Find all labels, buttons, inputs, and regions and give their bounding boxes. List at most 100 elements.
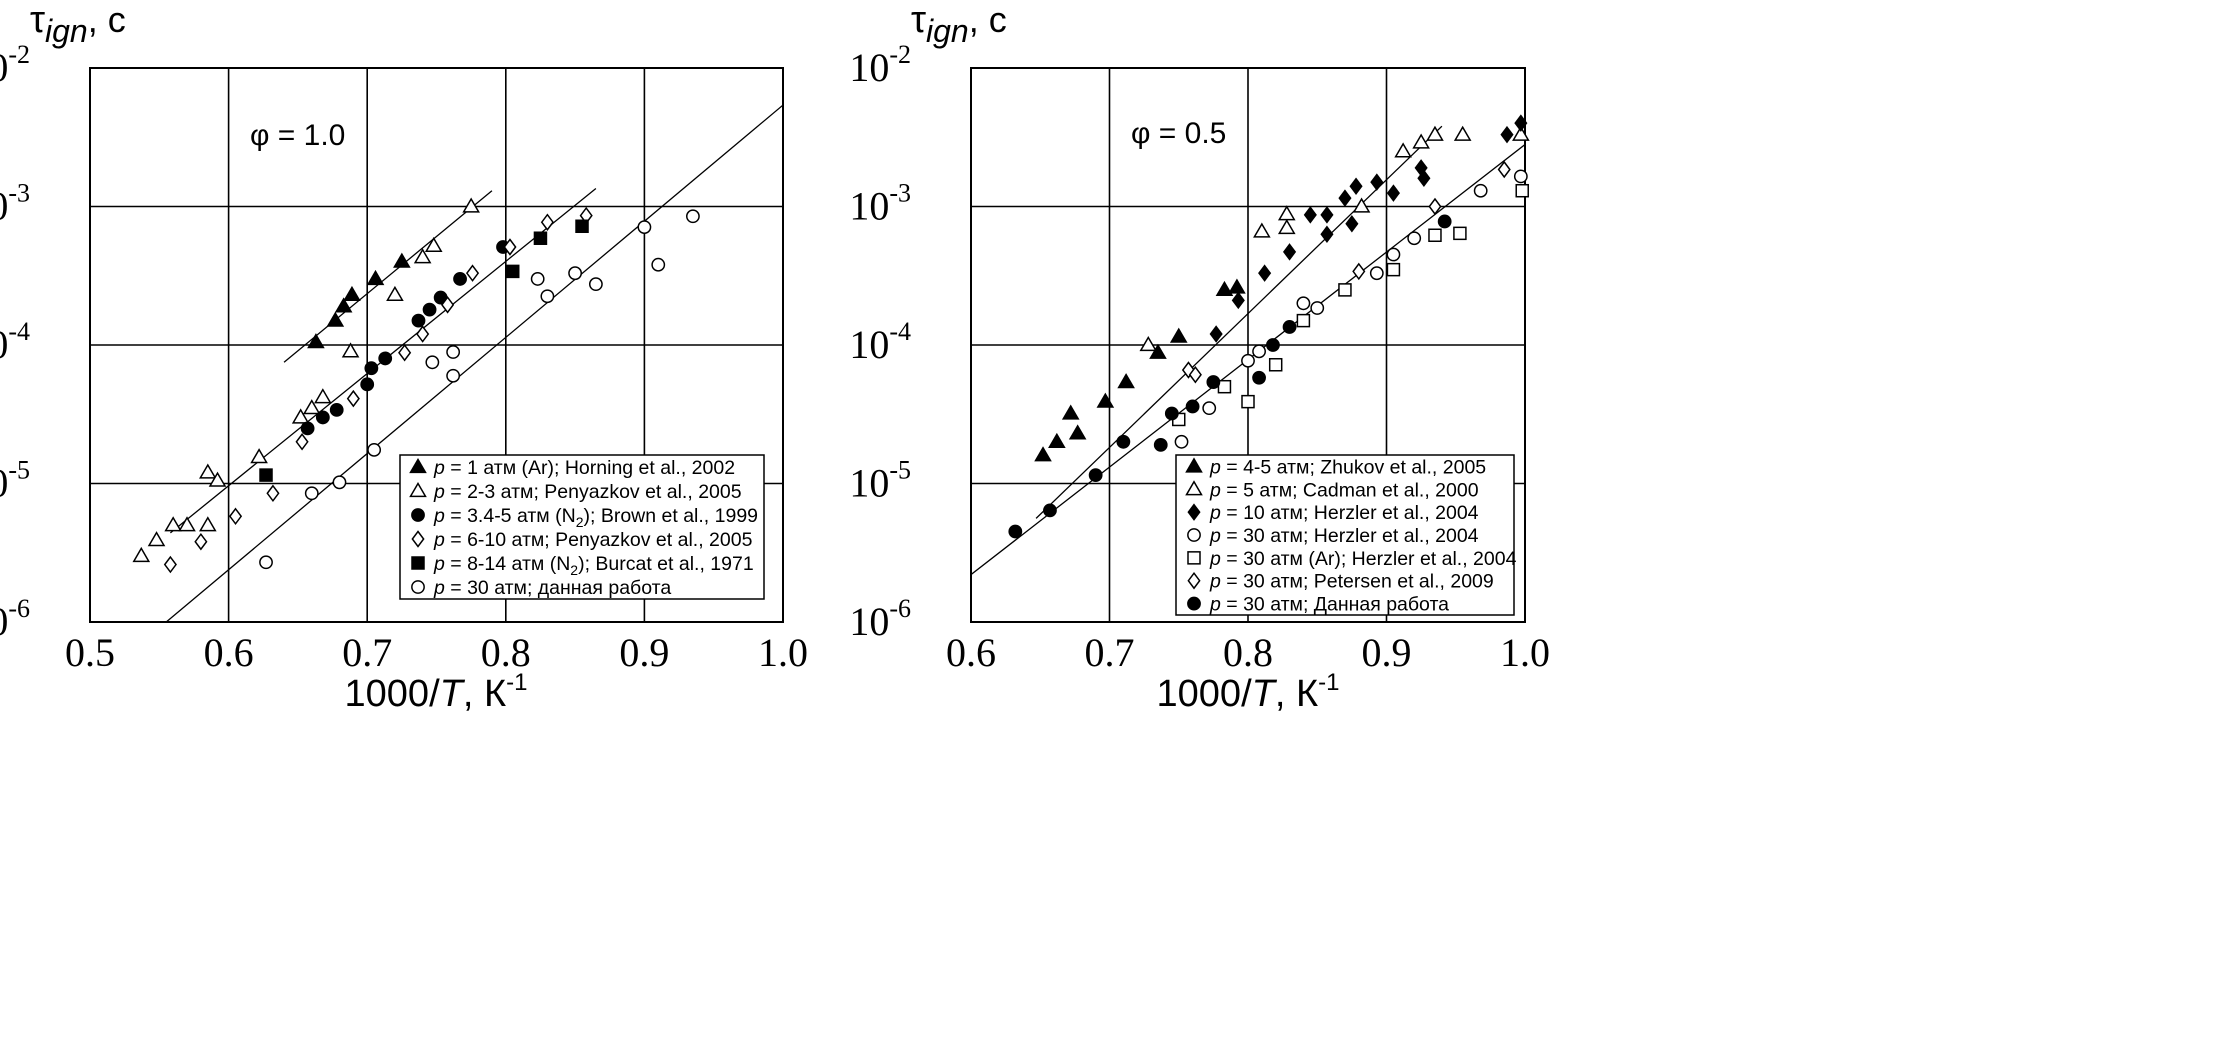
legend-box: [399, 454, 765, 600]
legend-marker: [1185, 480, 1203, 496]
data-point: [1428, 228, 1442, 243]
data-point: [1320, 225, 1334, 244]
phi-annotation: φ = 1.0: [250, 119, 345, 152]
data-point: [164, 516, 182, 532]
series-triangle-filled: [307, 252, 411, 349]
legend-marker: [1187, 551, 1201, 565]
data-point: [393, 252, 411, 268]
y-tick-label: 10-6: [849, 594, 911, 644]
legend-marker: [1187, 571, 1201, 590]
data-point: [425, 355, 440, 370]
data-point: [1349, 177, 1363, 196]
data-point: [1188, 365, 1202, 384]
data-point: [1320, 206, 1334, 224]
data-point: [199, 516, 217, 532]
data-point: [367, 442, 382, 457]
data-point: [259, 468, 273, 482]
x-tick-label: 0.6: [946, 630, 996, 675]
data-point: [413, 248, 432, 264]
x-axis-label: 1000/T, К-1: [1157, 669, 1340, 715]
data-point: [446, 345, 461, 359]
y-axis-label: τign, с: [911, 0, 1007, 49]
x-tick-label: 0.7: [342, 630, 392, 675]
data-point: [291, 408, 310, 424]
x-tick-label: 0.6: [204, 630, 254, 675]
data-point: [1352, 262, 1366, 281]
data-point: [1282, 243, 1297, 261]
series-circle-open: [259, 209, 700, 570]
data-point: [1370, 173, 1384, 191]
data-point: [1253, 222, 1271, 238]
data-point: [465, 264, 480, 282]
data-point: [1369, 266, 1384, 281]
series-diamond-open: [1181, 160, 1511, 384]
data-point: [1061, 404, 1080, 420]
x-tick-label: 0.9: [619, 630, 669, 675]
y-axis-label: τign, с: [30, 0, 126, 49]
data-point: [1437, 214, 1452, 229]
legend-entry: p = 30 атм; данная работа: [433, 577, 671, 599]
series-circle-open: [1174, 169, 1528, 449]
plot-frame: [89, 67, 784, 623]
data-point: [1139, 336, 1158, 352]
data-point: [302, 399, 321, 415]
series-circle-filled: [300, 240, 510, 436]
legend-entry: p = 6-10 атм; Penyazkov et al., 2005: [433, 529, 753, 551]
data-point: [637, 220, 652, 235]
data-point: [424, 236, 443, 252]
series-square-open: [1172, 183, 1529, 427]
data-point: [441, 296, 455, 314]
data-point: [1228, 278, 1246, 294]
data-point: [208, 471, 227, 487]
data-point: [1169, 327, 1188, 343]
data-point: [1174, 434, 1189, 449]
data-point: [453, 272, 467, 286]
plot-frame: [970, 67, 1526, 623]
data-point: [346, 389, 360, 408]
y-tick-label: 10-2: [0, 40, 30, 90]
legend-marker: [1185, 457, 1203, 473]
series-square-filled: [259, 219, 589, 482]
y-tick-label: 10-3: [849, 179, 911, 229]
legend-entry: p = 8-14 атм (N2); Burcat et al., 1971: [433, 553, 754, 578]
data-point: [1096, 392, 1115, 408]
data-point: [568, 266, 582, 281]
data-point: [1008, 524, 1023, 539]
data-point: [462, 197, 480, 213]
data-point: [1231, 291, 1245, 310]
legend-marker: [409, 482, 427, 498]
legend-entry: p = 30 атм (Ar); Herzler et al., 2004: [1209, 548, 1517, 570]
data-point: [343, 285, 361, 302]
data-point: [1352, 197, 1371, 213]
data-point: [1048, 432, 1066, 448]
data-point: [1241, 394, 1255, 409]
data-point: [329, 402, 344, 417]
x-tick-label: 0.7: [1085, 630, 1135, 675]
data-point: [315, 410, 330, 425]
y-tick-label: 10-5: [0, 456, 30, 506]
data-point: [1202, 401, 1217, 416]
data-point: [1386, 262, 1401, 277]
data-point: [1417, 169, 1431, 187]
data-point: [1453, 226, 1467, 241]
data-point: [295, 433, 309, 451]
data-point: [1164, 406, 1179, 421]
data-point: [1515, 183, 1529, 198]
data-point: [332, 475, 347, 490]
data-point: [1453, 125, 1472, 141]
data-point: [300, 421, 315, 436]
fit-line: [1035, 125, 1443, 519]
data-point: [1282, 320, 1297, 334]
data-point: [588, 277, 603, 292]
legend-marker: [411, 580, 425, 594]
data-point: [686, 209, 700, 224]
y-tick-label: 10-4: [849, 317, 911, 367]
data-point: [1209, 325, 1223, 343]
right-chart-panel: 0.6 0.7 0.8 0.9 1.0 10-6 10-5 10-4 10-3 10-2τign,…: [849, 0, 1550, 715]
data-point: [1116, 434, 1131, 449]
data-point: [364, 361, 379, 376]
data-point: [533, 231, 548, 245]
data-point: [1153, 437, 1168, 452]
